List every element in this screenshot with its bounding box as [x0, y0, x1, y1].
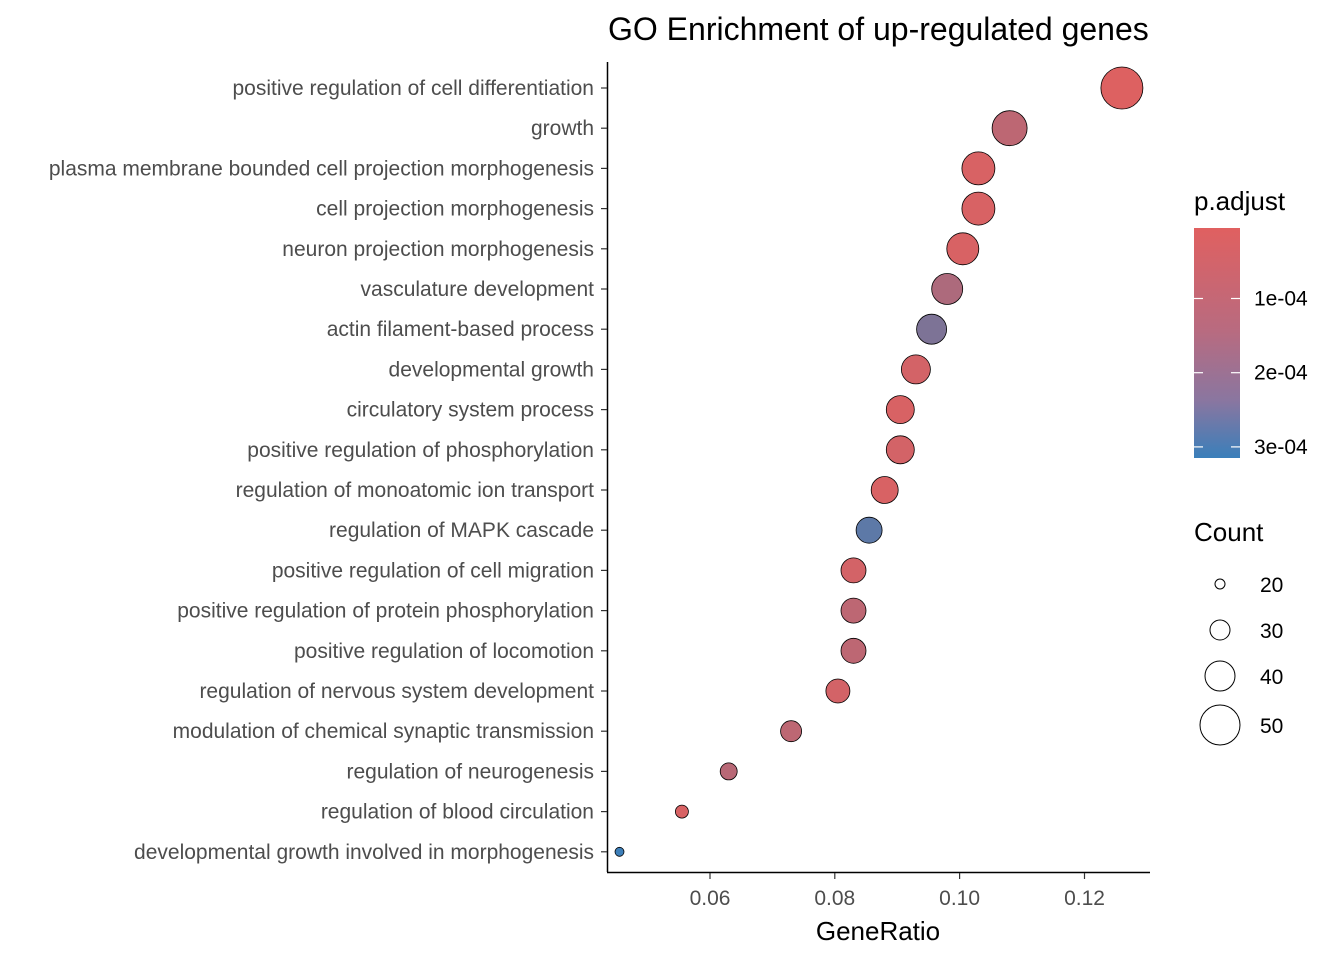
data-point [991, 110, 1028, 147]
x-axis-title: GeneRatio [816, 916, 940, 946]
y-tick-label: vasculature development [361, 278, 595, 301]
color-legend-ticks: 1e-04 2e-04 3e-04 [1194, 288, 1308, 459]
y-tick-label: regulation of nervous system development [199, 680, 594, 703]
size-legend: Count 20 30 40 50 [1194, 517, 1283, 746]
data-point [840, 557, 867, 584]
color-tick-label: 3e-04 [1254, 436, 1308, 459]
data-point [885, 395, 915, 425]
y-axis-labels: positive regulation of cell differentiat… [49, 77, 607, 864]
data-point [825, 678, 851, 704]
y-tick-label: positive regulation of phosphorylation [247, 439, 594, 462]
x-tick-label: 0.08 [814, 887, 855, 910]
y-tick-label: positive regulation of locomotion [294, 640, 594, 663]
data-point [840, 597, 867, 624]
y-tick-label: growth [531, 117, 594, 140]
x-tick-label: 0.12 [1064, 887, 1105, 910]
y-tick-label: circulatory system process [347, 399, 594, 422]
data-point [961, 151, 996, 186]
y-tick-label: positive regulation of cell migration [272, 559, 594, 582]
size-legend-key [1204, 660, 1236, 692]
color-legend-title: p.adjust [1194, 186, 1286, 216]
y-tick-label: developmental growth [389, 358, 594, 381]
size-legend-label: 30 [1260, 620, 1283, 643]
y-tick-label: developmental growth involved in morphog… [134, 841, 594, 864]
data-point [719, 762, 738, 781]
y-tick-label: actin filament-based process [327, 318, 594, 341]
data-point [946, 232, 980, 266]
data-point [901, 354, 931, 385]
color-legend: p.adjust 1e-04 2e-04 3e-04 [1194, 186, 1308, 459]
size-legend-title: Count [1194, 517, 1264, 547]
color-tick-label: 2e-04 [1254, 362, 1308, 385]
size-legend-key [1199, 704, 1241, 746]
data-point [675, 804, 689, 819]
y-tick-label: positive regulation of protein phosphory… [177, 600, 594, 623]
y-tick-label: positive regulation of cell differentiat… [232, 77, 594, 100]
plot-area [614, 66, 1144, 857]
data-point [780, 720, 802, 743]
y-tick-label: regulation of neurogenesis [346, 760, 594, 783]
data-point [1100, 66, 1144, 110]
color-tick-label: 1e-04 [1254, 288, 1308, 311]
x-tick-label: 0.06 [690, 887, 731, 910]
data-point [961, 191, 996, 226]
size-legend-key [1209, 619, 1231, 641]
data-point [870, 476, 899, 504]
size-legend-items: 20 30 40 50 [1199, 574, 1283, 746]
x-tick-label: 0.10 [939, 887, 980, 910]
size-legend-label: 50 [1260, 715, 1283, 738]
x-axis-ticks: 0.06 0.08 0.10 0.12 [690, 873, 1105, 910]
chart-title: GO Enrichment of up-regulated genes [608, 11, 1149, 47]
y-tick-label: regulation of blood circulation [321, 801, 594, 824]
data-point [855, 516, 883, 544]
color-legend-bar [1194, 228, 1240, 458]
y-tick-label: cell projection morphogenesis [316, 198, 594, 221]
y-tick-label: regulation of monoatomic ion transport [236, 479, 595, 502]
size-legend-label: 20 [1260, 574, 1283, 597]
y-tick-label: regulation of MAPK cascade [329, 519, 594, 542]
data-point [885, 435, 915, 465]
size-legend-label: 40 [1260, 666, 1283, 689]
data-point [840, 637, 867, 664]
size-legend-key [1214, 578, 1226, 590]
data-point [931, 273, 964, 305]
y-tick-label: plasma membrane bounded cell projection … [49, 157, 594, 180]
y-tick-label: modulation of chemical synaptic transmis… [173, 720, 594, 743]
data-point [916, 313, 947, 345]
y-tick-label: neuron projection morphogenesis [282, 238, 594, 261]
data-point [614, 846, 625, 857]
